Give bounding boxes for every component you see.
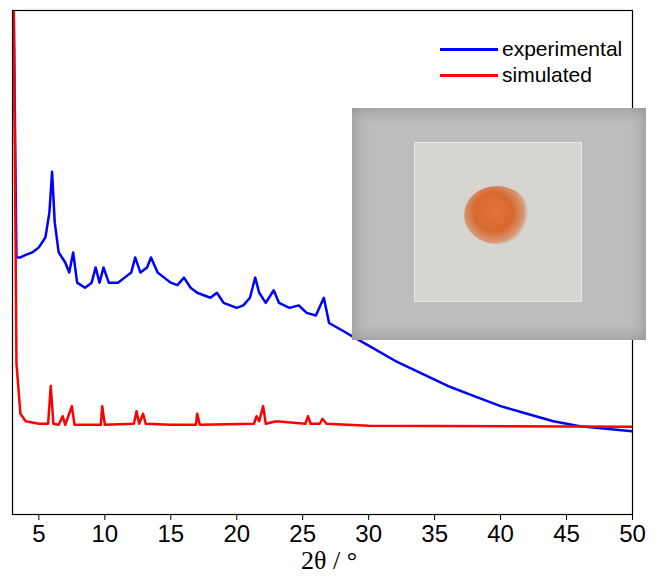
svg-text:5: 5 (32, 520, 45, 547)
svg-text:15: 15 (157, 520, 184, 547)
svg-text:35: 35 (421, 520, 448, 547)
html-text:2θ / °: 2θ / ° (301, 546, 357, 575)
html-text:simulated: simulated (502, 63, 592, 86)
svg-text:20: 20 (223, 520, 250, 547)
svg-text:10: 10 (91, 520, 118, 547)
svg-text:30: 30 (355, 520, 382, 547)
svg-text:45: 45 (553, 520, 580, 547)
svg-text:40: 40 (487, 520, 514, 547)
svg-text:25: 25 (289, 520, 316, 547)
svg-text:50: 50 (619, 520, 646, 547)
html-text:experimental: experimental (502, 37, 623, 60)
